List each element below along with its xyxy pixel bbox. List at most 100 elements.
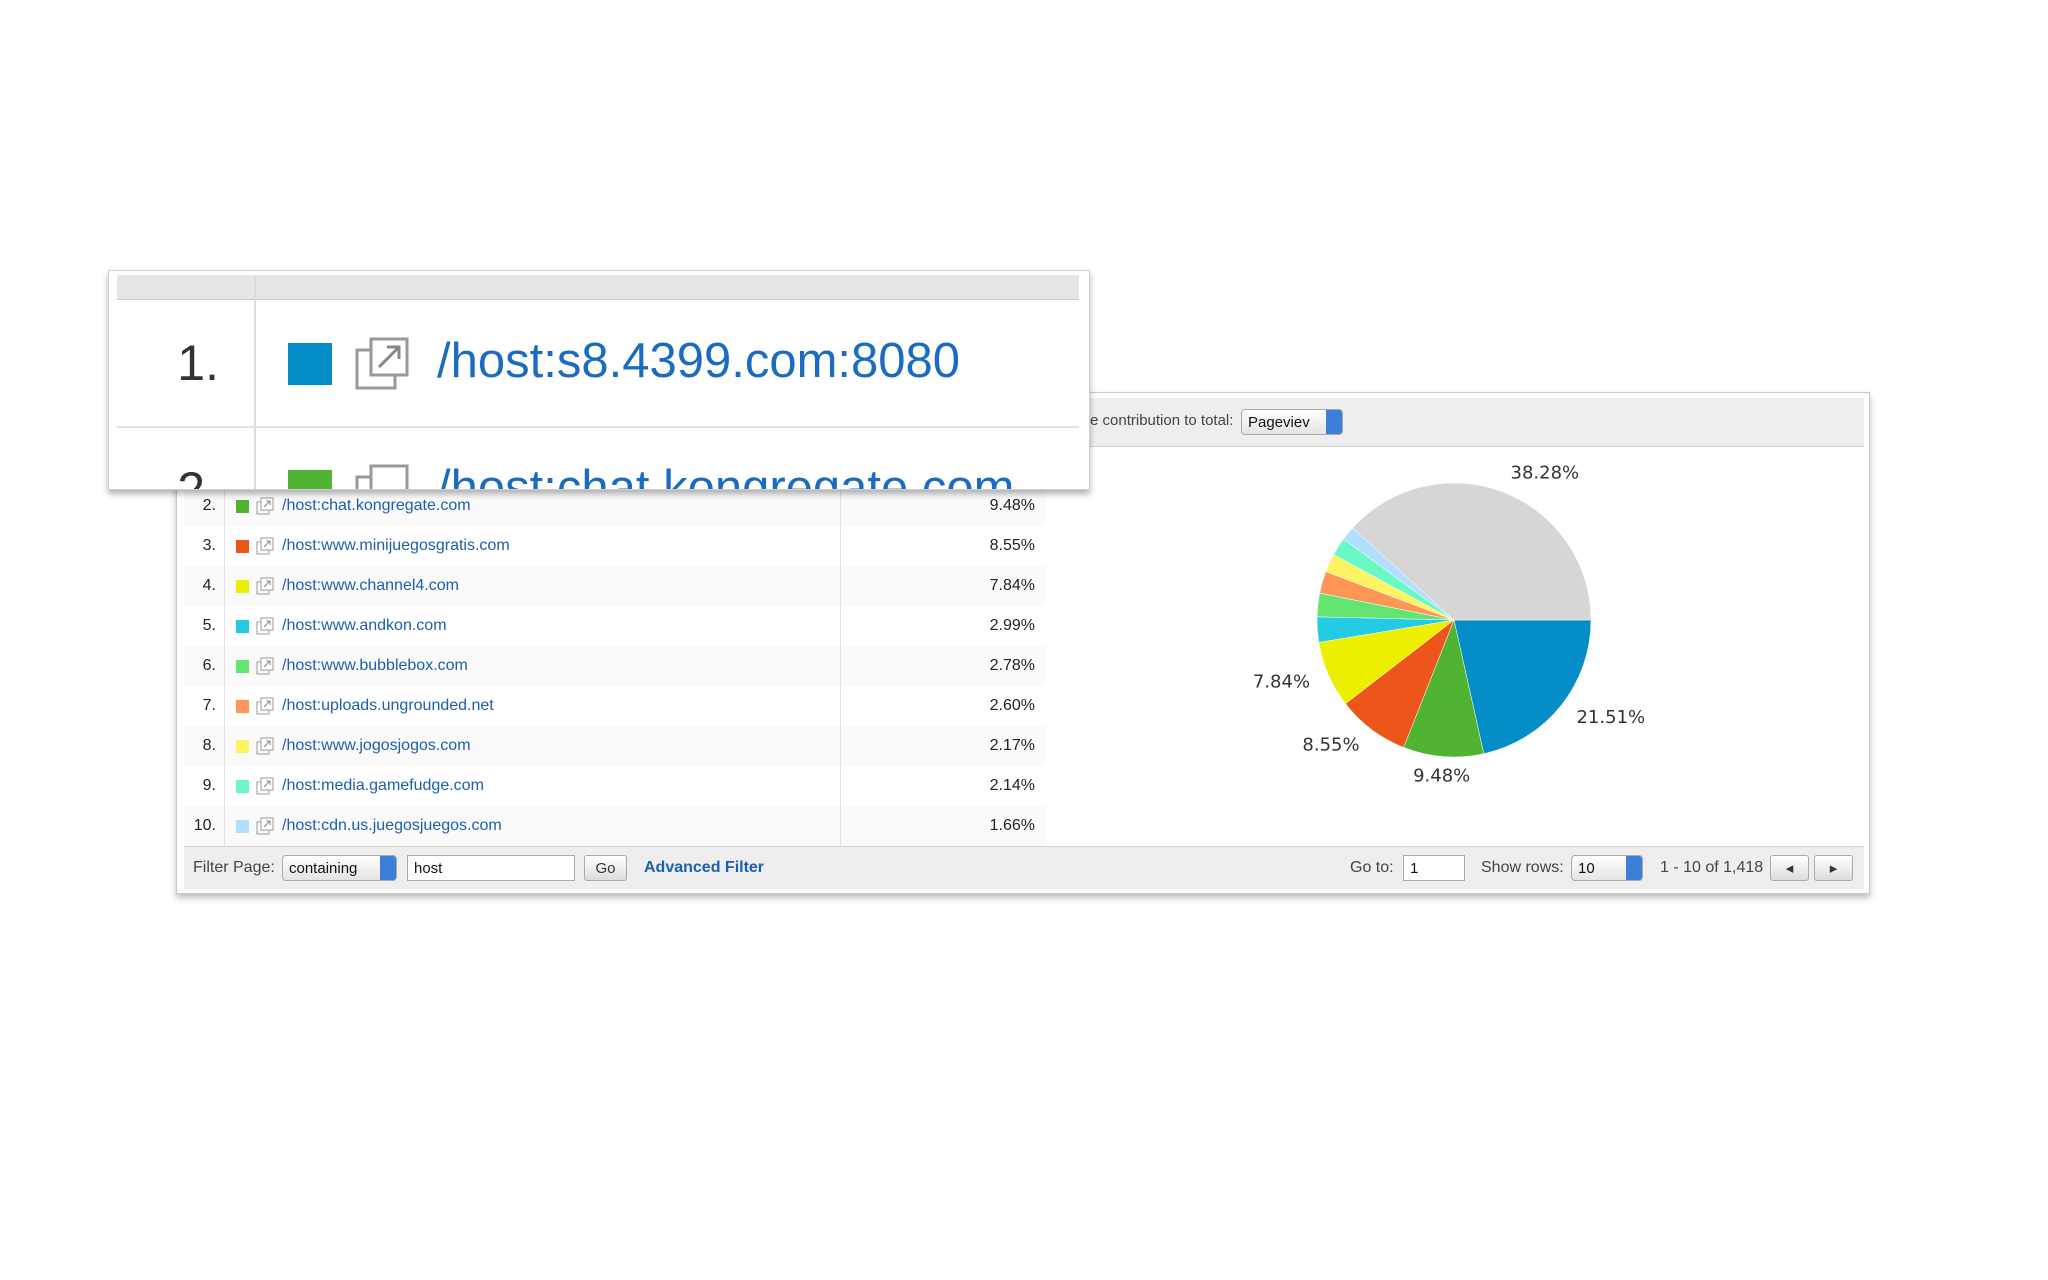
row-rank: 2. [184,486,225,526]
contribution-label: e contribution to total: [1090,412,1234,429]
zoom-header [117,275,1079,300]
select-arrow [380,856,396,880]
open-icon[interactable] [256,737,274,760]
page-link[interactable]: /host:media.gamefudge.com [282,777,484,794]
table-row: 10. /host:cdn.us.juegosjuegos.com 1.66% [184,806,1045,847]
slice-label: 21.51% [1576,707,1645,728]
row-rank: 6. [184,646,225,686]
page-link[interactable]: /host:www.minijuegosgratis.com [282,537,510,554]
table-row: 6. /host:www.bubblebox.com 2.78% [184,646,1045,687]
table-row: 5. /host:www.andkon.com 2.99% [184,606,1045,647]
color-square [236,620,249,633]
table-footer: Filter Page: containing host Go Advanced… [184,846,1864,889]
color-square [236,740,249,753]
zoom-rank: 1. [177,335,219,391]
row-share: 1.66% [840,806,1045,846]
go-button[interactable]: Go [584,855,627,881]
rows-value: 10 [1578,860,1595,877]
table-row: 8. /host:www.jogosjogos.com 2.17% [184,726,1045,767]
slice-label: 9.48% [1413,766,1470,787]
open-icon[interactable] [256,497,274,520]
row-rank: 5. [184,606,225,646]
page-link[interactable]: /host:www.channel4.com [282,577,459,594]
table-row: 7. /host:uploads.ungrounded.net 2.60% [184,686,1045,727]
open-icon-shape [256,497,274,515]
color-square [236,660,249,673]
open-icon[interactable] [256,657,274,680]
row-share: 9.48% [840,486,1045,526]
page-link[interactable]: /host:chat.kongregate.com [282,497,471,514]
table-row: 3. /host:www.minijuegosgratis.com 8.55% [184,526,1045,567]
color-square [236,580,249,593]
color-square [236,540,249,553]
pie-chart: 21.51% 9.48% 8.55% 7.84% 38.28% [1253,463,1645,787]
goto-input[interactable]: 1 [1403,855,1465,881]
zoom-row-border [117,426,1079,428]
zoom-rank: 2. [177,462,219,490]
zoom-link[interactable]: /host:chat.kongregate.com [437,461,1015,490]
row-rank: 3. [184,526,225,566]
color-square [236,500,249,513]
metric-value: Pageviev [1248,414,1310,431]
row-share: 2.14% [840,766,1045,806]
advanced-filter-link[interactable]: Advanced Filter [644,859,765,876]
page-link[interactable]: /host:www.jogosjogos.com [282,737,471,754]
table-row: 4. /host:www.channel4.com 7.84% [184,566,1045,607]
open-icon[interactable] [256,777,274,800]
open-icon-shape [256,577,274,595]
row-share: 2.78% [840,646,1045,686]
metric-select[interactable]: Pageviev [1241,409,1343,435]
open-icon-shape [256,537,274,555]
open-icon-shape [256,817,274,835]
page-link[interactable]: /host:www.andkon.com [282,617,447,634]
row-share: 2.99% [840,606,1045,646]
open-icon[interactable] [256,817,274,840]
next-button[interactable]: ▸ [1814,855,1853,881]
row-share: 2.60% [840,686,1045,726]
row-rank: 9. [184,766,225,806]
filter-value: host [414,860,443,877]
zoom-link[interactable]: /host:s8.4399.com:8080 [437,334,961,388]
chart-toolbar: e contribution to total: Pageviev [1045,398,1864,447]
prev-button[interactable]: ◂ [1770,855,1809,881]
row-rank: 7. [184,686,225,726]
open-icon-shape [256,617,274,635]
open-icon[interactable] [256,617,274,640]
go-label: Go [595,860,616,877]
row-share: 8.55% [840,526,1045,566]
page-link[interactable]: /host:uploads.ungrounded.net [282,697,494,714]
goto-value: 1 [1410,860,1419,877]
range-label: 1 - 10 of 1,418 [1660,859,1764,876]
select-arrow [1626,856,1642,880]
filter-input[interactable]: host [407,855,575,881]
row-rank: 8. [184,726,225,766]
zoom-color-square [288,470,332,489]
rows-label: Show rows: [1481,859,1564,876]
zoom-divider [254,275,256,489]
pie-slice [1352,482,1592,621]
slice-label: 8.55% [1302,734,1359,755]
open-icon[interactable] [256,697,274,720]
color-square [236,700,249,713]
match-select[interactable]: containing [282,855,397,881]
row-share: 2.17% [840,726,1045,766]
open-icon-shape [256,697,274,715]
slice-label: 38.28% [1511,463,1580,484]
color-square [236,780,249,793]
open-icon[interactable] [256,537,274,560]
zoom-color-square [288,343,332,385]
open-icon-shape [256,777,274,795]
page-link[interactable]: /host:cdn.us.juegosjuegos.com [282,817,502,834]
open-icon-shape [256,657,274,675]
open-icon[interactable] [256,577,274,600]
color-square [236,820,249,833]
match-value: containing [289,860,358,877]
zoom-open-icon[interactable] [354,336,410,392]
zoom-open-icon[interactable] [354,463,410,490]
row-share: 7.84% [840,566,1045,606]
rows-select[interactable]: 10 [1571,855,1643,881]
goto-label: Go to: [1350,859,1394,876]
page-link[interactable]: /host:www.bubblebox.com [282,657,468,674]
select-arrow [1326,410,1342,434]
